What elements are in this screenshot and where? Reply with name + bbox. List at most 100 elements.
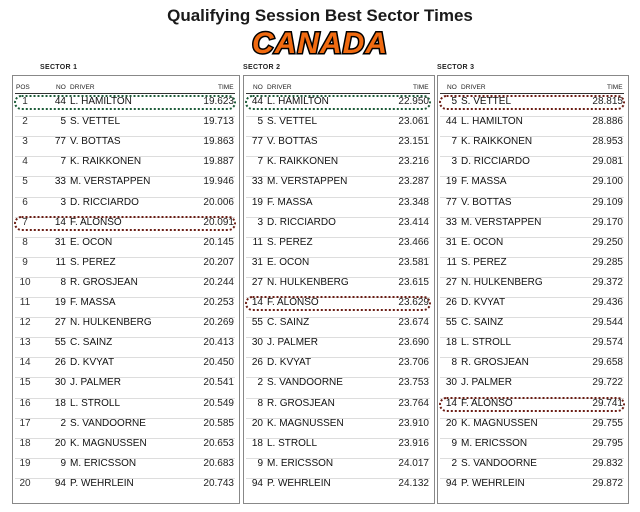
driver-name-cell: K. MAGNUSSEN [70,437,147,449]
position-cell: 18 [19,437,31,449]
row-separator [246,377,430,379]
row-separator [440,357,624,359]
car-number-cell: 19 [54,297,66,308]
sector-time-cell: 29.795 [592,437,623,449]
row-separator [15,256,235,258]
driver-name-cell: F. MASSA [70,297,116,308]
car-number-cell: 30 [54,377,66,389]
header-time: TIME [607,84,623,91]
car-number-cell: 27 [445,276,457,288]
car-number-cell: 77 [251,136,263,148]
row-separator [440,276,624,278]
driver-name-cell: L. STROLL [461,337,512,349]
driver-name-cell: L. HAMILTON [70,96,132,107]
driver-name-cell: N. HULKENBERG [70,317,152,329]
fastest-highlight [14,95,236,110]
sector-time-cell: 19.946 [203,176,234,188]
alonso-highlight [439,396,625,412]
driver-name-cell: D. KVYAT [70,357,115,369]
car-number-cell: 7 [257,156,263,168]
sector-time-cell: 19.623 [203,96,234,107]
driver-name-cell: D. KVYAT [461,297,506,308]
car-number-cell: 26 [251,357,263,369]
driver-name-cell: D. RICCIARDO [267,216,336,228]
sector-time-cell: 23.061 [398,116,429,128]
position-cell: 6 [22,196,28,208]
car-number-cell: 8 [257,397,263,409]
driver-name-cell: K. RAIKKONEN [461,136,533,148]
row-separator [440,457,624,459]
car-number-cell: 5 [60,116,66,128]
driver-name-cell: F. ALONSO [70,216,122,228]
row-separator [15,136,235,138]
driver-name-cell: J. PALMER [267,337,318,349]
driver-name-cell: P. WEHRLEIN [267,477,331,489]
row-separator [246,156,430,158]
header-rule [440,93,624,94]
alonso-highlight [14,215,236,231]
row-separator [15,437,235,439]
header-driver: DRIVER [70,84,95,91]
driver-name-cell: P. WEHRLEIN [461,477,525,489]
car-number-cell: 7 [451,136,457,148]
car-number-cell: 26 [445,297,457,308]
driver-name-cell: D. RICCIARDO [70,196,139,208]
driver-name-cell: V. BOTTAS [461,196,512,208]
row-separator [440,176,624,178]
sector-time-cell: 23.674 [398,317,429,329]
car-number-cell: 55 [445,317,457,329]
car-number-cell: 11 [446,256,457,268]
sector-time-cell: 20.145 [203,236,234,248]
driver-name-cell: F. MASSA [461,176,507,188]
position-cell: 14 [19,357,31,369]
car-number-cell: 8 [60,276,66,288]
driver-name-cell: K. RAIKKONEN [267,156,339,168]
sector-time-cell: 23.581 [398,256,429,268]
car-number-cell: 11 [55,256,66,268]
driver-name-cell: S. VANDOORNE [267,377,343,389]
row-separator [440,236,624,238]
sector-time-cell: 22.950 [398,96,429,107]
driver-name-cell: M. ERICSSON [461,437,528,449]
sector-time-cell: 20.683 [203,457,234,469]
driver-name-cell: L. HAMILTON [267,96,329,107]
sector-time-cell: 20.091 [203,216,234,228]
row-separator [15,457,235,459]
position-cell: 17 [19,417,31,429]
car-number-cell: 18 [54,397,66,409]
sector-time-cell: 29.081 [592,156,623,168]
row-separator [246,236,430,238]
sector-time-cell: 20.743 [203,477,234,489]
sector-time-cell: 28.953 [592,136,623,148]
driver-name-cell: S. PEREZ [461,256,507,268]
car-number-cell: 14 [445,397,457,409]
sector-time-cell: 19.887 [203,156,234,168]
driver-name-cell: S. VETTEL [70,116,121,128]
row-separator [440,156,624,158]
row-separator [246,417,430,419]
sector-time-cell: 20.253 [203,297,234,308]
car-number-cell: 20 [445,417,457,429]
car-number-cell: 11 [252,236,263,248]
driver-name-cell: C. SAINZ [267,317,310,329]
car-number-cell: 27 [251,276,263,288]
driver-name-cell: K. MAGNUSSEN [461,417,538,429]
driver-name-cell: J. PALMER [461,377,512,389]
sector-time-cell: 20.006 [203,196,234,208]
driver-name-cell: S. VETTEL [461,96,512,107]
car-number-cell: 27 [54,317,66,329]
header-time: TIME [218,84,234,91]
sector-time-cell: 28.815 [592,96,623,107]
row-separator [246,276,430,278]
sector-time-cell: 29.100 [592,176,623,188]
sector-time-cell: 29.372 [592,276,623,288]
position-cell: 15 [19,377,31,389]
car-number-cell: 3 [257,216,263,228]
car-number-cell: 94 [445,477,457,489]
position-cell: 8 [22,236,28,248]
row-separator [246,437,430,439]
row-separator [15,377,235,379]
sector-time-cell: 20.450 [203,357,234,369]
car-number-cell: 9 [257,457,263,469]
car-number-cell: 8 [451,357,457,369]
